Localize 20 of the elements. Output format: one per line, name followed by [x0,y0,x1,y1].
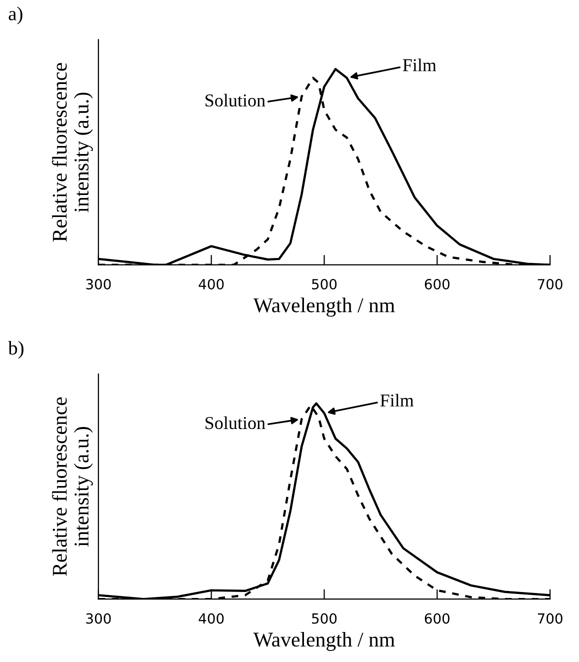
x-tick-label: 600 [424,613,450,624]
x-tick-label: 600 [424,278,450,290]
y-axis-title: Relative fluorescence intensity (a.u.) [52,63,93,242]
x-tick-label: 300 [86,278,111,290]
x-tick-label: 500 [312,278,337,290]
chart-title: b) [8,340,24,359]
y-axis-title: Relative fluorescence intensity (a.u.) [52,397,93,576]
x-tick-label: 300 [86,613,111,624]
x-axis-title: Wavelength / nm [253,632,395,651]
legend-label: Film [380,394,414,406]
x-tick-label: 700 [538,613,562,624]
series-label: Solution [206,416,266,430]
x-axis-title: Wavelength / nm [253,298,395,317]
legend-label: Film [402,58,436,72]
chart-title: a) [8,6,22,24]
x-tick-label: 500 [312,613,337,624]
x-tick-label: 400 [198,613,224,624]
x-tick-label: 700 [538,278,562,290]
series-label: Solution [206,94,266,107]
x-tick-label: 400 [198,278,224,290]
